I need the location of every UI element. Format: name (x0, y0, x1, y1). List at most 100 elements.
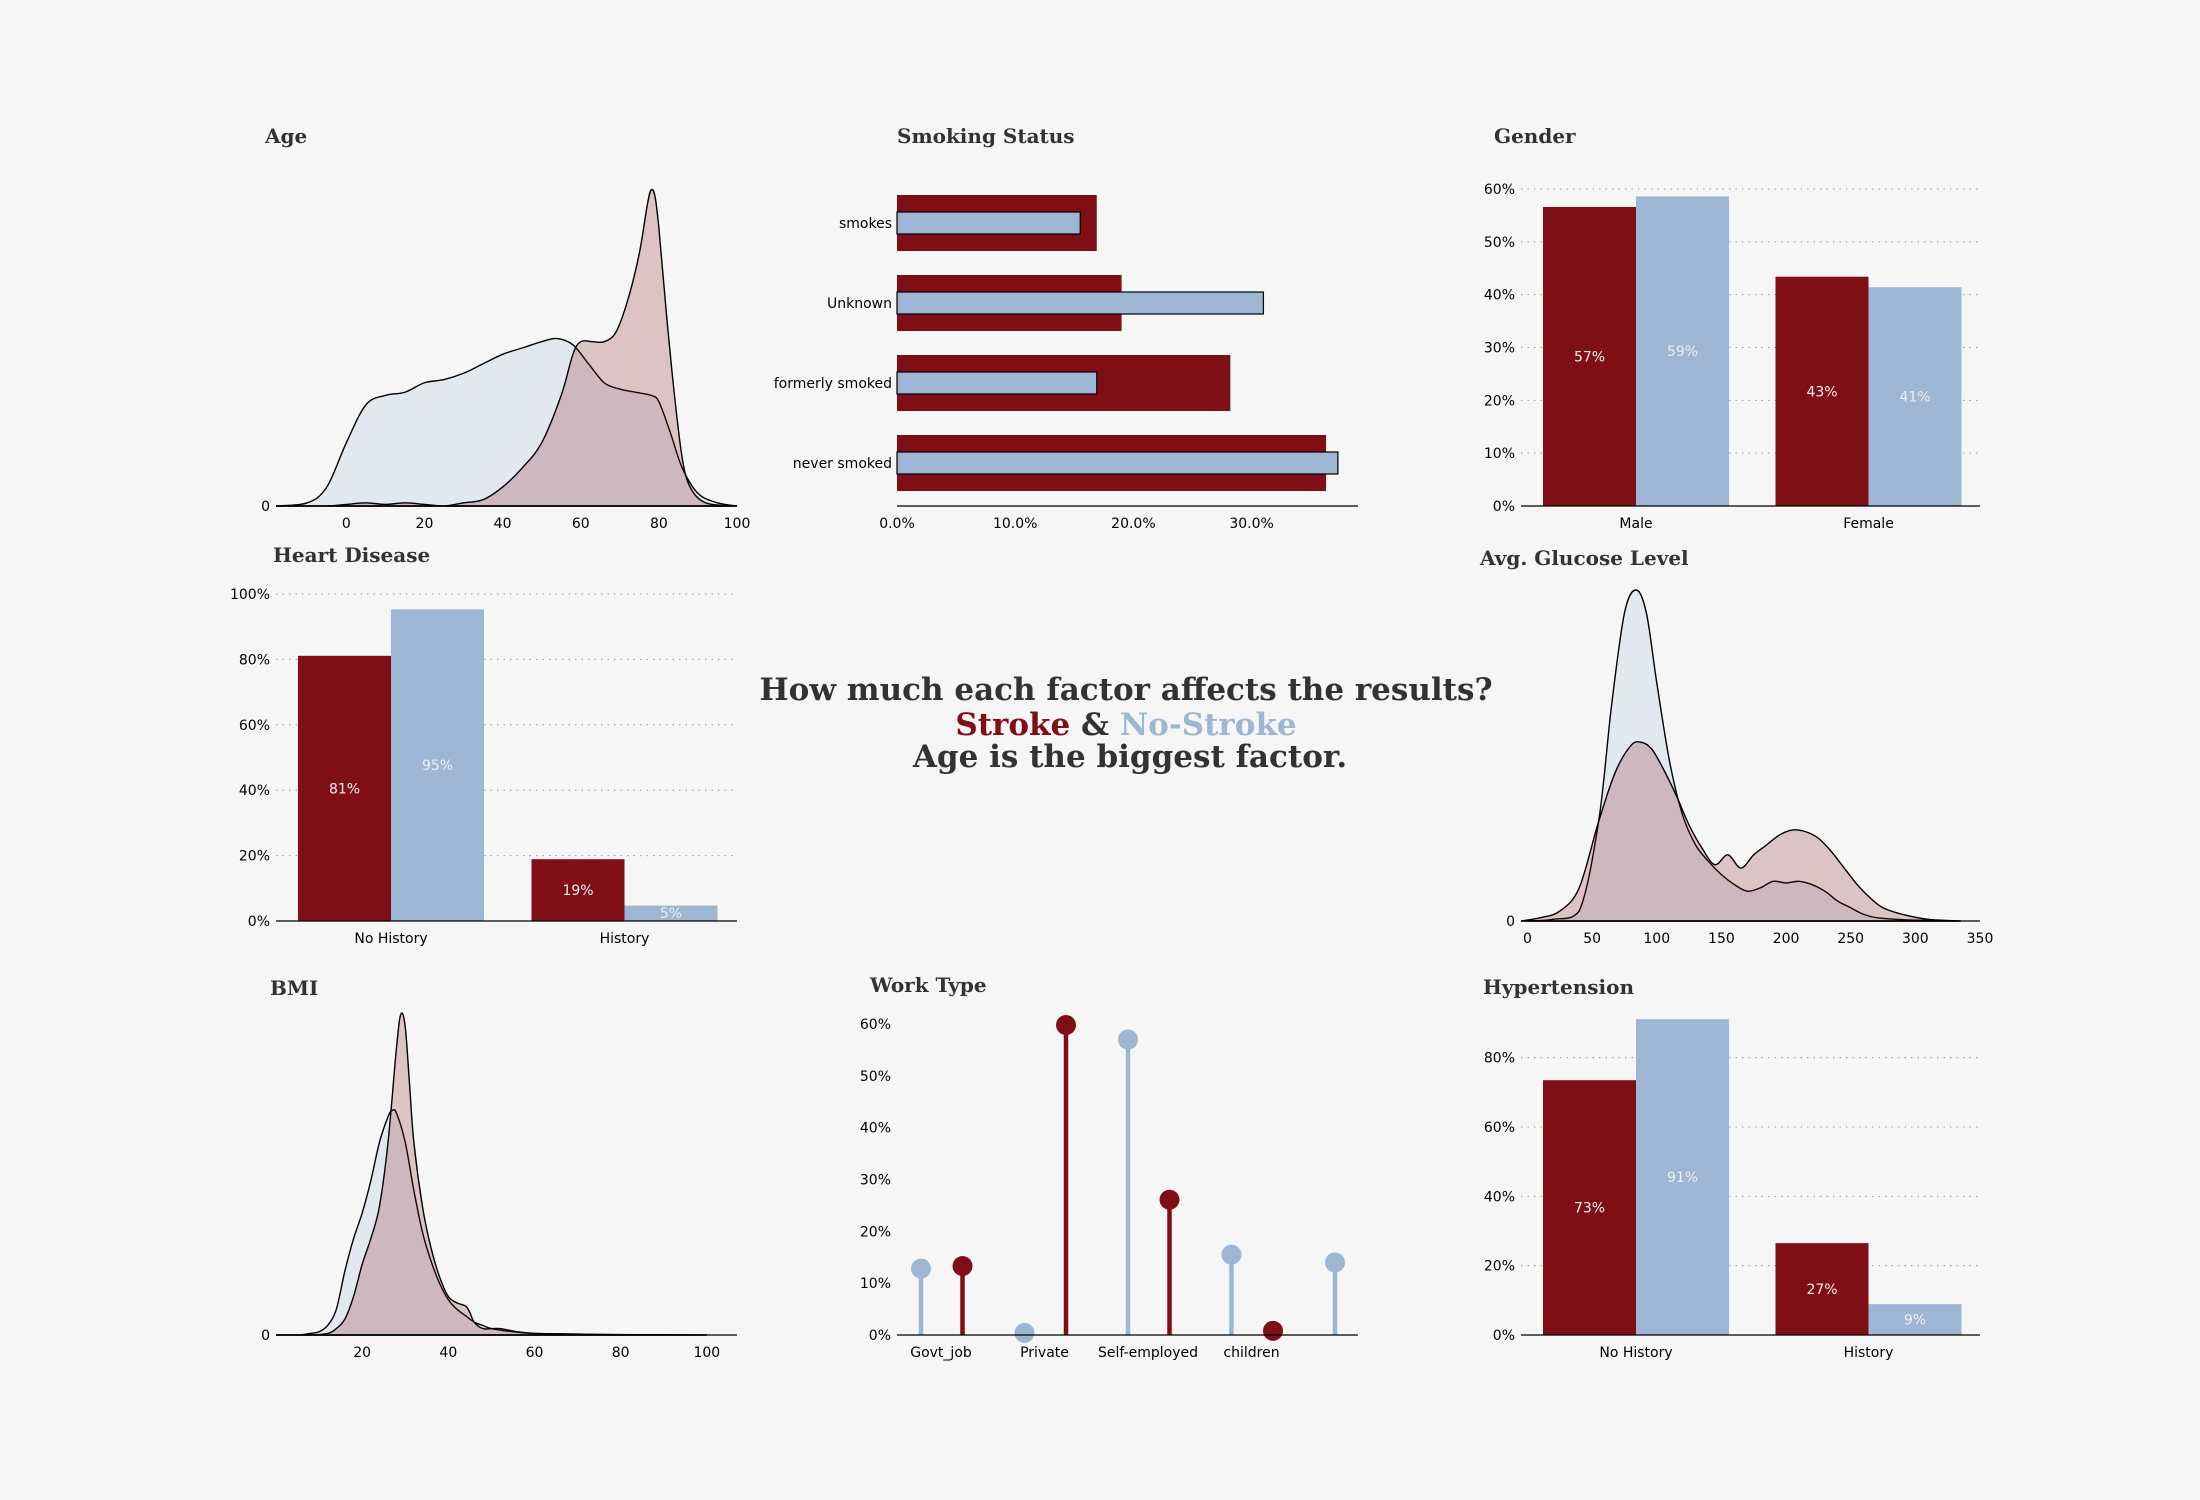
glucose-ytick: 0 (1506, 914, 1515, 930)
heart-chart: Heart Disease 0% 20% 40% 60% 80% 100% 81% 95% No … (230, 543, 737, 947)
bmi-nostroke-density (276, 1108, 707, 1336)
age-nostroke-density (275, 337, 738, 507)
work-ytick: 50% (860, 1069, 891, 1085)
work-ytick: 30% (860, 1173, 891, 1189)
gender-ytick: 10% (1484, 446, 1515, 462)
work-ytick: 0% (869, 1328, 891, 1344)
glucose-chart: Avg. Glucose Level 0 50 100 150 200 250 300 350 0 (1479, 546, 1993, 947)
work-xtick: Private (1020, 1345, 1069, 1361)
work-dot-stroke (1263, 1320, 1283, 1341)
legend-nostroke: No-Stroke (1120, 707, 1297, 743)
glucose-stroke-density (1520, 741, 1961, 922)
glucose-xtick: 250 (1837, 931, 1864, 947)
heart-bar-nostroke (624, 905, 718, 921)
smoking-title: Smoking Status (897, 124, 1075, 148)
age-xtick: 60 (572, 516, 590, 532)
work-chart: Work Type 0% 10% 20% 30% 40% 50% 60% Govt_job Pri… (860, 973, 1358, 1361)
smoking-xtick: 0.0% (879, 516, 915, 532)
gender-ytick: 40% (1484, 288, 1515, 304)
headline-line3: Age is the biggest factor. (912, 739, 1347, 775)
smoking-ytick: never smoked (793, 456, 892, 472)
smoking-bar-nostroke (896, 451, 1339, 475)
glucose-xtick: 0 (1523, 931, 1532, 947)
smoking-xtick: 20.0% (1111, 516, 1155, 532)
heart-bar-stroke (531, 859, 625, 921)
gender-bar-label: 59% (1667, 344, 1698, 360)
smoking-ytick: Unknown (827, 296, 892, 312)
smoking-bar-nostroke (896, 371, 1098, 395)
heart-ytick: 20% (239, 849, 270, 865)
age-xtick: 80 (650, 516, 668, 532)
heart-xtick: No History (354, 931, 427, 947)
hyper-bar-label: 27% (1806, 1282, 1837, 1298)
hyper-bar-nostroke (1636, 1019, 1729, 1335)
age-ytick: 0 (261, 499, 270, 515)
gender-bar-label: 41% (1899, 390, 1930, 406)
work-dot-nostroke (911, 1258, 931, 1279)
bmi-xtick: 40 (439, 1345, 457, 1361)
glucose-xtick: 200 (1773, 931, 1800, 947)
hyper-bar-stroke (1775, 1243, 1869, 1335)
gender-title: Gender (1494, 124, 1576, 148)
heart-bar-label: 5% (660, 906, 682, 922)
heart-ytick: 40% (239, 783, 270, 799)
age-chart: Age 0 20 40 60 80 100 0 (261, 124, 750, 532)
work-xtick: Self-employed (1098, 1345, 1198, 1361)
hyper-ytick: 80% (1484, 1051, 1515, 1067)
work-ytick: 10% (860, 1276, 891, 1292)
gender-bar-stroke (1775, 276, 1869, 506)
bmi-xtick: 60 (526, 1345, 544, 1361)
headline-line1: How much each factor affects the results… (759, 672, 1492, 708)
glucose-xtick: 100 (1643, 931, 1670, 947)
bmi-chart: BMI 20 40 60 80 100 0 (261, 976, 737, 1361)
heart-ytick: 80% (239, 652, 270, 668)
heart-ytick: 0% (248, 914, 270, 930)
work-ytick: 40% (860, 1121, 891, 1137)
work-dot-nostroke (1325, 1252, 1345, 1273)
legend-amp: & (1070, 707, 1120, 743)
work-dot-stroke (952, 1256, 973, 1277)
hyper-xtick: History (1844, 1345, 1894, 1361)
bmi-xtick: 100 (693, 1345, 720, 1361)
heart-title: Heart Disease (273, 543, 430, 567)
hyper-xtick: No History (1599, 1345, 1672, 1361)
gender-xtick: Male (1619, 516, 1652, 532)
hyper-chart: Hypertension 0% 20% 40% 60% 80% 73% 91% No Histo… (1483, 975, 1980, 1361)
smoking-ytick: formerly smoked (774, 376, 892, 392)
hyper-ytick: 20% (1484, 1259, 1515, 1275)
hyper-title: Hypertension (1483, 975, 1634, 999)
bmi-ytick: 0 (261, 1328, 270, 1344)
glucose-xtick: 150 (1708, 931, 1735, 947)
bmi-xtick: 80 (612, 1345, 630, 1361)
work-dot-nostroke (1014, 1322, 1035, 1343)
work-title: Work Type (869, 973, 987, 997)
gender-ytick: 30% (1484, 341, 1515, 357)
smoking-bar-nostroke (896, 211, 1081, 235)
hyper-bar-label: 73% (1574, 1201, 1605, 1217)
smoking-chart: Smoking Status smokes Unknown formerly smok… (774, 124, 1358, 532)
gender-xtick: Female (1843, 516, 1894, 532)
glucose-xtick: 350 (1967, 931, 1994, 947)
heart-bar-nostroke (391, 609, 484, 921)
work-xtick: Govt_job (910, 1345, 972, 1361)
age-xtick: 100 (724, 516, 751, 532)
headline-line2: Stroke & No-Stroke (955, 707, 1296, 743)
age-xtick: 0 (342, 516, 351, 532)
work-ytick: 20% (860, 1224, 891, 1240)
bmi-title: BMI (270, 976, 318, 1000)
work-xtick: children (1223, 1345, 1279, 1361)
gender-ytick: 50% (1484, 235, 1515, 251)
gender-chart: Gender 0% 10% 20% 30% 40% 50% 60% 57% 59% Male 43% 4… (1484, 124, 1980, 532)
gender-ytick: 20% (1484, 393, 1515, 409)
heart-ytick: 60% (239, 718, 270, 734)
gender-ytick: 60% (1484, 182, 1515, 198)
gender-bar-nostroke (1868, 287, 1962, 506)
age-xtick: 20 (416, 516, 434, 532)
smoking-bar-nostroke (896, 291, 1265, 315)
glucose-title: Avg. Glucose Level (1479, 546, 1689, 570)
gender-bar-label: 43% (1806, 384, 1837, 400)
heart-bar-stroke (298, 655, 391, 921)
heart-xtick: History (600, 931, 650, 947)
bmi-xtick: 20 (353, 1345, 371, 1361)
